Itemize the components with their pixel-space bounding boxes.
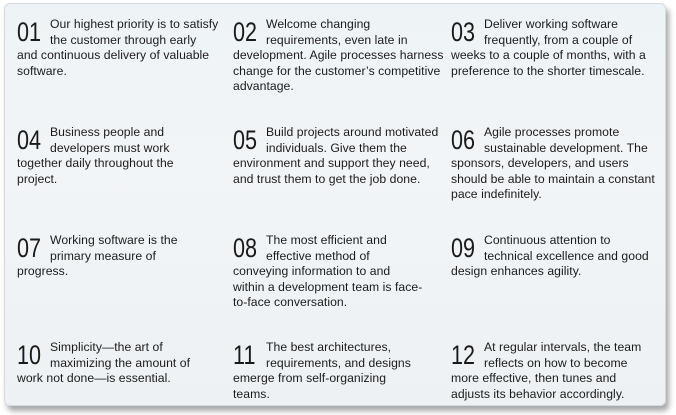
principle-text: Continuous attention to technical excell…: [451, 233, 649, 279]
principle-number: 10: [17, 340, 42, 370]
principles-panel: 01 Our highest priority is to satisfy th…: [4, 3, 666, 406]
principle-08: 08 The most efficient and effective meth…: [233, 233, 423, 311]
principle-text: Simplicity—the art of maximizing the amo…: [17, 340, 191, 386]
principle-number: 04: [17, 125, 42, 155]
principle-text: Business people and developers must work…: [17, 125, 174, 186]
principle-number: 08: [233, 233, 258, 263]
principle-number: 06: [451, 125, 476, 155]
principle-number: 07: [17, 233, 42, 263]
principle-text: Deliver working software frequently, fro…: [451, 17, 646, 78]
principle-07: 07 Working software is the primary measu…: [17, 233, 197, 280]
principle-text: At regular intervals, the team reflects …: [451, 340, 642, 401]
principle-09: 09 Continuous attention to technical exc…: [451, 233, 651, 280]
principle-number: 01: [17, 17, 42, 47]
principle-04: 04 Business people and developers must w…: [17, 125, 213, 187]
principle-text: Agile processes promote sustainable deve…: [451, 125, 655, 202]
principle-number: 02: [233, 17, 258, 47]
principle-12: 12 At regular intervals, the team reflec…: [451, 340, 657, 402]
principle-11: 11 The best architectures, requirements,…: [233, 340, 413, 402]
principle-03: 03 Deliver working software frequently, …: [451, 17, 657, 79]
principle-number: 03: [451, 17, 476, 47]
principle-text: Working software is the primary measure …: [17, 233, 178, 279]
principle-10: 10 Simplicity—the art of maximizing the …: [17, 340, 213, 387]
principle-number: 12: [451, 340, 476, 370]
principle-text: The most efficient and effective method …: [233, 233, 423, 310]
principle-number: 11: [233, 340, 256, 370]
principle-number: 09: [451, 233, 476, 263]
principle-05: 05 Build projects around motivated indiv…: [233, 125, 441, 187]
principle-02: 02 Welcome changing requirements, even l…: [233, 17, 445, 95]
principle-text: Build projects around motivated individu…: [233, 125, 439, 186]
principle-06: 06 Agile processes promote sustainable d…: [451, 125, 659, 203]
principle-text: Welcome changing requirements, even late…: [233, 17, 444, 94]
principle-01: 01 Our highest priority is to satisfy th…: [17, 17, 219, 79]
principle-text: The best architectures, requirements, an…: [233, 340, 411, 401]
principle-number: 05: [233, 125, 258, 155]
principle-text: Our highest priority is to satisfy the c…: [17, 17, 219, 78]
